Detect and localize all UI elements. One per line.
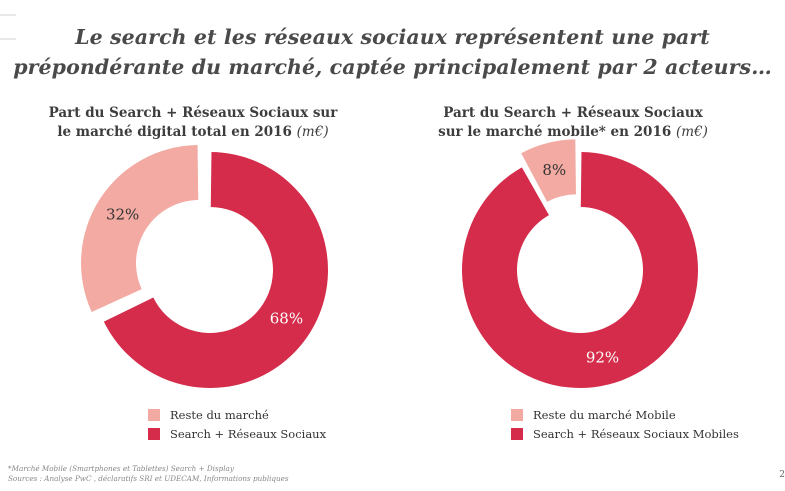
chart-1-title-line-2: le marché digital total en 2016	[57, 124, 292, 140]
legend-label: Reste du marché	[170, 407, 269, 422]
legend-swatch	[511, 408, 523, 421]
legend-swatch	[511, 427, 523, 440]
legend-label: Reste du marché Mobile	[533, 407, 676, 422]
slice-label: 32%	[106, 206, 139, 224]
donut-slice	[103, 152, 328, 388]
legend-item: Search + Réseaux Sociaux Mobiles	[511, 425, 739, 442]
slice-label: 8%	[542, 161, 566, 179]
page-title-line-2: prépondérante du marché, captée principa…	[13, 55, 772, 79]
footer-note: *Marché Mobile (Smartphones et Tablettes…	[8, 464, 234, 473]
page-title-line-1: Le search et les réseaux sociaux représe…	[75, 25, 710, 49]
page-number: 2	[779, 470, 785, 480]
chart-1-unit: (m€)	[296, 124, 329, 140]
chart-1-legend: Reste du marché Search + Réseaux Sociaux	[148, 406, 326, 444]
legend-swatch	[148, 408, 160, 421]
legend-item: Reste du marché	[148, 406, 326, 423]
chart-2-title: Part du Search + Réseaux Sociaux sur le …	[408, 104, 738, 142]
legend-item: Search + Réseaux Sociaux	[148, 425, 326, 442]
corner-decoration	[0, 14, 16, 40]
chart-1-title: Part du Search + Réseaux Sociaux sur le …	[28, 104, 358, 142]
donut-slice	[462, 152, 698, 388]
donut-slice	[81, 145, 199, 312]
chart-2-legend: Reste du marché Mobile Search + Réseaux …	[511, 406, 739, 444]
page-title: Le search et les réseaux sociaux représe…	[0, 22, 785, 82]
chart-1-title-line-1: Part du Search + Réseaux Sociaux sur	[48, 105, 338, 121]
legend-label: Search + Réseaux Sociaux	[170, 426, 327, 441]
chart-2-title-line-1: Part du Search + Réseaux Sociaux	[443, 105, 703, 121]
donut-slice	[521, 139, 576, 202]
slice-label: 92%	[586, 349, 619, 367]
legend-label: Search + Réseaux Sociaux Mobiles	[533, 426, 739, 441]
chart-1-donut: 32% 68%	[81, 145, 328, 388]
chart-2-donut: 8% 92%	[462, 139, 698, 388]
chart-2-title-line-2: sur le marché mobile* en 2016	[438, 124, 672, 140]
legend-swatch	[148, 427, 160, 440]
chart-2-unit: (m€)	[675, 124, 708, 140]
slice-label: 68%	[270, 309, 303, 327]
footer-notes: *Marché Mobile (Smartphones et Tablettes…	[8, 464, 289, 484]
legend-item: Reste du marché Mobile	[511, 406, 739, 423]
footer-sources: Sources : Analyse PwC , déclaratifs SRI …	[8, 474, 289, 483]
